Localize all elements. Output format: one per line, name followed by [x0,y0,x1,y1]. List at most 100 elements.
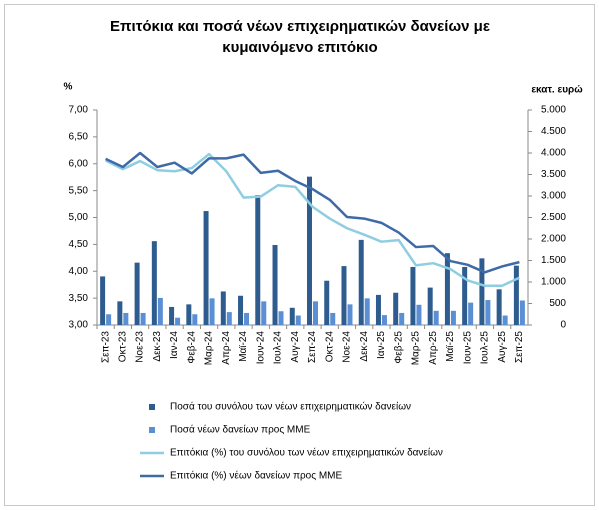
bar [375,294,381,325]
bar [209,298,215,325]
bar [410,266,416,325]
bar [203,211,209,325]
y-tick-label: 5,50 [69,185,89,196]
y-tick-label: 4,50 [69,239,89,250]
bar [433,310,439,325]
line [105,151,520,274]
x-tick-label: Ιουν-24 [255,331,266,365]
bar [307,176,312,325]
bar [364,298,370,325]
bar [175,317,181,325]
x-tick-label: Δεκ-24 [359,331,370,362]
bar [100,276,106,325]
x-tick-label: Μαρ-25 [411,331,422,366]
x-tick-label: Ιαν-25 [376,331,387,359]
y2-tick-label: 3.000 [541,191,566,202]
y-tick-label: 6,50 [69,132,89,143]
line [105,152,520,288]
bar [255,195,261,325]
y-tick-label: 3,50 [69,293,89,304]
bar [169,306,175,325]
bar [341,266,347,325]
x-tick-label: Απρ-25 [428,331,439,365]
bar [289,307,295,325]
x-tick-label: Μαϊ-24 [238,331,249,362]
bar [393,292,399,325]
bar [295,315,301,325]
x-tick-label: Απρ-24 [221,331,232,365]
x-tick-label: Νοε-23 [135,331,146,363]
x-tick-label: Μαϊ-25 [445,331,456,362]
bar [496,289,502,325]
x-tick-label: Σεπ-24 [307,331,318,363]
y-tick-label: 6,00 [69,158,89,169]
bar [157,297,163,325]
bar [468,302,474,325]
x-tick-label: Δεκ-23 [152,331,163,362]
y2-tick-label: 4.000 [541,148,566,159]
bar [192,314,198,325]
bar [330,312,336,325]
bar [479,258,485,325]
x-tick-label: Σεπ-25 [514,331,525,363]
y2-tick-label: 5.000 [541,105,566,116]
y-tick-label: 7,00 [69,105,89,116]
y2-axis-label: εκατ. ευρώ [531,85,583,96]
x-tick-label: Φεβ-25 [393,331,404,364]
bar [226,312,232,325]
y2-tick-label: 500 [549,298,566,309]
bar [462,266,468,325]
legend-swatch [149,404,155,410]
legend-label: Επιτόκια (%) νέων δανείων προς ΜΜΕ [170,470,342,482]
bar [151,241,157,325]
y-tick-label: 5,00 [69,212,89,223]
bar [123,312,129,325]
bar [278,311,284,325]
frame [4,4,595,506]
x-tick-label: Αυγ-25 [497,331,508,363]
bar [444,253,450,325]
x-tick-label: Σεπ-23 [100,331,111,363]
x-tick-label: Οκτ-23 [118,331,129,363]
bar [324,280,330,325]
bar [427,287,433,325]
y2-tick-label: 4.500 [541,126,566,137]
chart-title: Επιτόκια και ποσά νέων επιχειρηματικών δ… [110,18,490,56]
y2-tick-label: 1.000 [541,277,566,288]
legend-label: Επιτόκια (%) του συνόλου των νέων επιχει… [170,447,443,459]
bar [519,300,525,325]
legend-swatch [149,427,155,433]
bar [485,300,491,325]
x-tick-label: Φεβ-24 [186,331,197,364]
bar [186,304,192,325]
bar [416,304,422,325]
y-tick-label: 3,00 [69,320,89,331]
x-tick-label: Αυγ-24 [290,331,301,363]
legend-label: Ποσά νέων δανείων προς ΜΜΕ [170,424,311,436]
bar [238,295,244,325]
bar [261,301,267,325]
bar [106,314,112,325]
bar [117,301,123,325]
bar [399,312,405,325]
y2-tick-label: 1.500 [541,255,566,266]
bar [140,312,146,325]
y-axis-label: % [64,82,73,93]
bar [220,291,226,325]
y2-tick-label: 2.500 [541,212,566,223]
x-tick-label: Οκτ-24 [324,331,335,363]
x-tick-label: Νοε-24 [342,331,353,363]
x-tick-label: Ιουλ-25 [480,331,491,365]
bar [313,301,318,325]
bar [134,262,140,325]
x-tick-label: Μαρ-24 [204,331,215,366]
bar [358,239,364,325]
y2-tick-label: 2.000 [541,234,566,245]
bar [244,312,250,325]
y2-tick-label: 0 [560,320,566,331]
legend-label: Ποσά του συνόλου των νέων επιχειρηματικώ… [170,401,411,413]
x-tick-label: Ιουν-25 [462,331,473,365]
bar [513,265,519,325]
